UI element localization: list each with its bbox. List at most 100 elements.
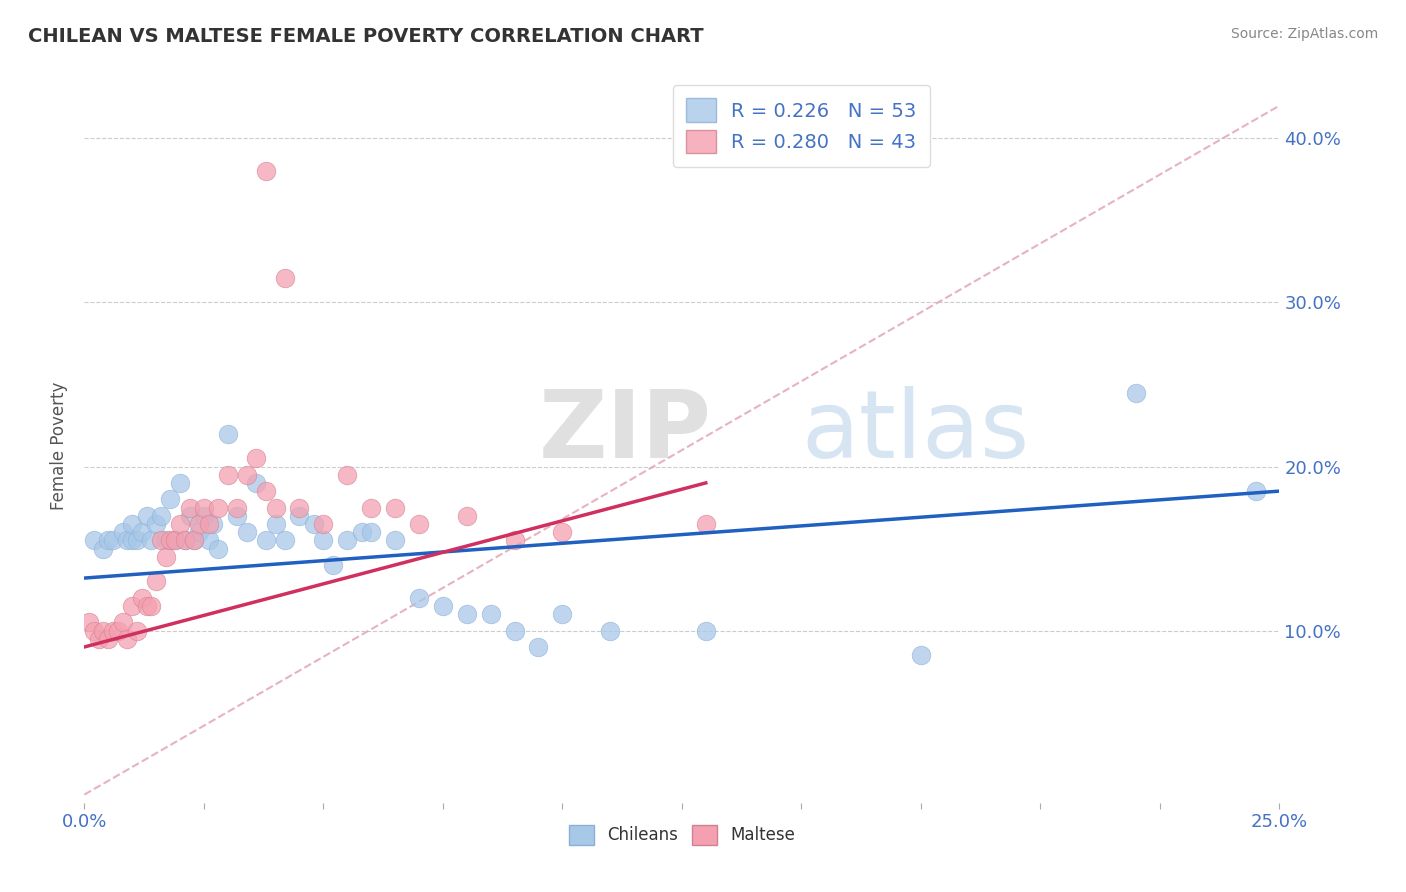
Point [117, 632, 139, 646]
Point [503, 533, 526, 548]
Point [322, 558, 344, 572]
Point [77, 615, 100, 630]
Point [165, 533, 187, 548]
Point [408, 591, 430, 605]
Point [159, 533, 181, 548]
Point [302, 516, 325, 531]
Point [202, 516, 225, 531]
Point [503, 624, 526, 638]
Text: CHILEAN VS MALTESE FEMALE POVERTY CORRELATION CHART: CHILEAN VS MALTESE FEMALE POVERTY CORREL… [28, 27, 704, 45]
Point [350, 525, 373, 540]
Point [254, 484, 277, 499]
Point [183, 533, 205, 548]
Point [551, 525, 574, 540]
Point [456, 508, 478, 523]
Point [236, 467, 259, 482]
Point [155, 533, 177, 548]
Point [165, 533, 187, 548]
Point [135, 508, 157, 523]
Point [101, 533, 124, 548]
Point [288, 500, 311, 515]
Point [83, 533, 105, 548]
Point [193, 508, 215, 523]
Point [131, 525, 153, 540]
Point [245, 451, 267, 466]
Point [274, 533, 297, 548]
Point [145, 516, 167, 531]
Point [159, 492, 181, 507]
Point [93, 541, 115, 556]
Point [1125, 385, 1147, 400]
Point [141, 599, 163, 613]
Point [408, 516, 430, 531]
Point [226, 500, 249, 515]
Point [599, 624, 621, 638]
Point [245, 475, 267, 490]
Point [87, 632, 110, 646]
Point [183, 533, 205, 548]
Point [336, 467, 359, 482]
Point [217, 426, 239, 441]
Point [188, 516, 211, 531]
Point [179, 508, 201, 523]
Point [93, 624, 115, 638]
Point [145, 574, 167, 589]
Point [288, 508, 311, 523]
Point [125, 533, 148, 548]
Point [360, 525, 382, 540]
Point [141, 533, 163, 548]
Point [695, 624, 717, 638]
Point [1244, 484, 1267, 499]
Point [264, 500, 287, 515]
Point [384, 533, 406, 548]
Point [83, 624, 105, 638]
Point [695, 516, 717, 531]
Point [97, 632, 120, 646]
Point [197, 533, 219, 548]
Point [336, 533, 359, 548]
Point [312, 533, 335, 548]
Point [97, 533, 120, 548]
Point [456, 607, 478, 622]
Point [107, 624, 129, 638]
Point [910, 648, 932, 662]
Point [121, 533, 143, 548]
Point [173, 533, 195, 548]
Point [236, 525, 259, 540]
Y-axis label: Female Poverty: Female Poverty [51, 382, 69, 510]
Point [207, 500, 229, 515]
Point [527, 640, 550, 654]
Point [131, 591, 153, 605]
Point [226, 508, 249, 523]
Point [312, 516, 335, 531]
Point [479, 607, 502, 622]
Point [101, 624, 124, 638]
Point [125, 624, 148, 638]
Point [117, 533, 139, 548]
Point [217, 467, 239, 482]
Point [551, 607, 574, 622]
Point [135, 599, 157, 613]
Point [432, 599, 454, 613]
Point [188, 525, 211, 540]
Point [173, 533, 195, 548]
Point [360, 500, 382, 515]
Point [149, 533, 172, 548]
Point [169, 516, 191, 531]
Point [274, 270, 297, 285]
Point [254, 533, 277, 548]
Point [111, 525, 134, 540]
Text: ZIP: ZIP [538, 385, 711, 478]
Text: atlas: atlas [801, 385, 1029, 478]
Point [179, 500, 201, 515]
Point [384, 500, 406, 515]
Point [121, 599, 143, 613]
Point [207, 541, 229, 556]
Legend: Chileans, Maltese: Chileans, Maltese [562, 818, 801, 852]
Point [149, 508, 172, 523]
Point [155, 549, 177, 564]
Text: Source: ZipAtlas.com: Source: ZipAtlas.com [1230, 27, 1378, 41]
Point [169, 475, 191, 490]
Point [121, 516, 143, 531]
Point [193, 500, 215, 515]
